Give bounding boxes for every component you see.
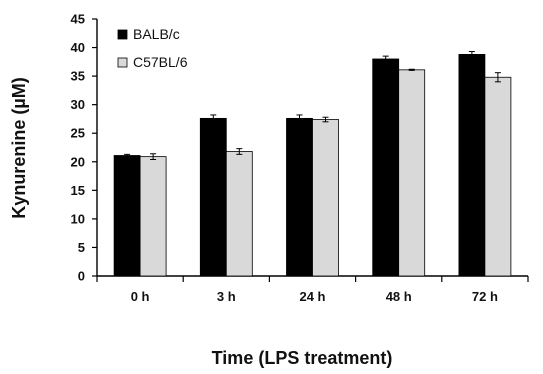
bar-balbc [458, 54, 486, 277]
y-tick-label: 40 [71, 40, 85, 55]
y-tick-label: 10 [71, 211, 85, 226]
x-tick-label: 0 h [131, 289, 150, 304]
axes: 0 5 10 15 20 25 30 35 40 45 0 h 3 h 24 h 48 h 72 h [71, 12, 529, 304]
x-tick-label: 48 h [386, 289, 412, 304]
bar-balbc [372, 58, 400, 277]
x-axis-title: Time (LPS treatment) [212, 348, 393, 368]
legend-label: C57BL/6 [133, 54, 188, 70]
x-tick-label: 3 h [217, 289, 236, 304]
legend-swatch [117, 29, 128, 40]
y-tick-label: 30 [71, 97, 85, 112]
legend-label: BALB/c [133, 26, 180, 42]
bar-c57bl6 [139, 156, 167, 277]
x-tick-label: 24 h [299, 289, 325, 304]
y-tick-label: 5 [78, 240, 85, 255]
bar-c57bl6 [398, 69, 426, 277]
y-tick-label: 35 [71, 69, 85, 84]
bar-c57bl6 [225, 151, 253, 277]
bar-balbc [286, 117, 313, 277]
bar-balbc [113, 155, 141, 277]
y-tick-label: 25 [71, 126, 85, 141]
legend-swatch [117, 57, 128, 68]
bar-balbc [199, 117, 227, 277]
bars [113, 51, 512, 277]
x-tick-label: 72 h [472, 289, 498, 304]
y-tick-label: 15 [71, 183, 85, 198]
y-tick-label: 20 [71, 154, 85, 169]
y-axis-title: Kynurenine (µM) [9, 77, 29, 218]
bar-c57bl6 [312, 119, 339, 277]
legend: BALB/c C57BL/6 [117, 26, 188, 70]
y-tick-label: 45 [71, 12, 85, 27]
y-tick-label: 0 [78, 269, 85, 284]
bar-c57bl6 [484, 76, 512, 277]
